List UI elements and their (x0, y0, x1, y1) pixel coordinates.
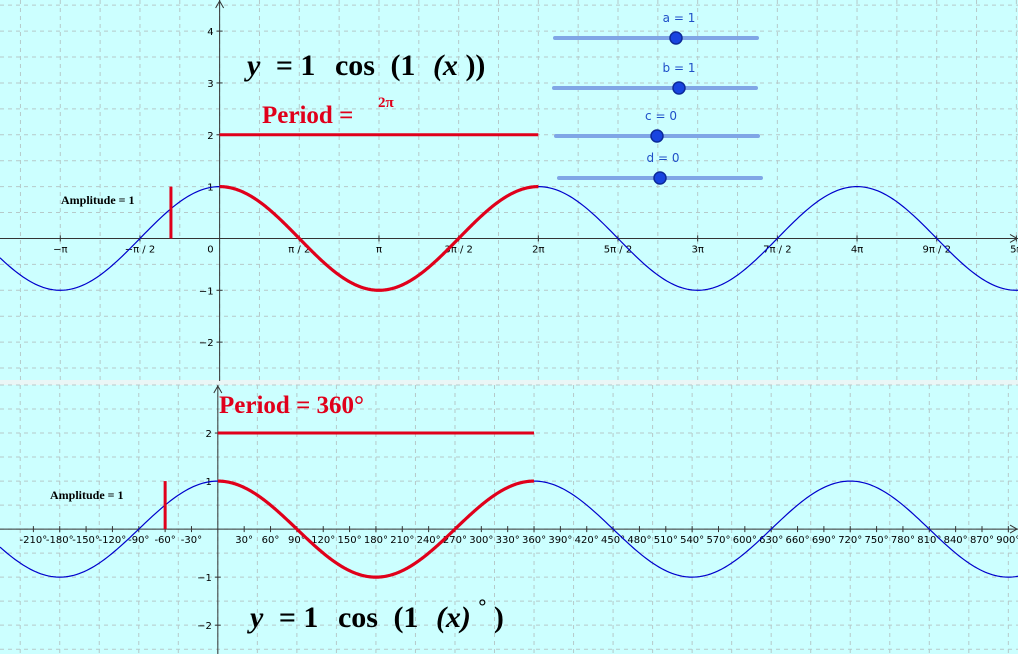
bottom-x-tick-label: -180° (46, 535, 74, 546)
bottom-x-tick-label: 300° (469, 535, 493, 546)
top-y-tick-label: 4 (207, 27, 213, 38)
top-x-tick-label: −π / 2 (125, 244, 156, 255)
bottom-x-tick-label: 390° (548, 535, 572, 546)
bottom-x-tick-label: 60° (262, 535, 280, 546)
bottom-amplitude-label: Amplitude = 1 (50, 488, 124, 502)
bottom-x-tick-label: 570° (706, 535, 730, 546)
bottom-curves (0, 431, 1018, 579)
top-y-tick-label: 1 (207, 183, 213, 194)
bottom-period-label: Period = 360° (219, 392, 364, 419)
bottom-y-tick-label: 2 (205, 429, 211, 440)
top-y-tick-label: −1 (199, 286, 214, 297)
top-x-tick-label: π / 2 (288, 244, 310, 255)
bottom-x-tick-label: 330° (496, 535, 520, 546)
slider-a[interactable]: a = 1 (553, 11, 759, 45)
bottom-x-tick-label: 630° (759, 535, 783, 546)
top-amplitude-label: Amplitude = 1 (61, 193, 135, 207)
bottom-x-tick-label: 450° (601, 535, 625, 546)
bottom-x-tick-label: -120° (99, 535, 127, 546)
bottom-x-tick-label: 210° (390, 535, 414, 546)
top-y-tick-label: 3 (207, 79, 213, 90)
bottom-equation: y = 1 cos (1 (x) ° ) (247, 587, 504, 634)
bottom-x-tick-label: 240° (417, 535, 441, 546)
bottom-x-tick-label: -210° (20, 535, 48, 546)
bottom-x-tick-label: 120° (311, 535, 335, 546)
top-equation: y = 1 cos (1 (x )) (244, 49, 485, 82)
bottom-x-tick-label: 600° (733, 535, 757, 546)
bottom-x-tick-label: -90° (128, 535, 149, 546)
bottom-x-tick-label: 180° (364, 535, 388, 546)
bottom-x-tick-label: 870° (970, 535, 994, 546)
bottom-x-tick-label: 900° (996, 535, 1018, 546)
bottom-x-tick-label: 750° (865, 535, 889, 546)
top-x-tick-label: 4π (851, 244, 863, 255)
slider-c-knob[interactable] (650, 129, 664, 143)
slider-d[interactable]: d = 0 (557, 151, 763, 185)
top-x-tick-label: 9π / 2 (922, 244, 950, 255)
slider-c[interactable]: c = 0 (554, 109, 760, 143)
top-y-tick-label: −2 (199, 338, 214, 349)
top-x-tick-label: 2π (532, 244, 544, 255)
bottom-y-tick-label: −1 (197, 573, 212, 584)
top-origin-label: 0 (207, 244, 213, 255)
bottom-x-tick-label: 30° (235, 535, 253, 546)
top-period-label: Period = (262, 102, 353, 129)
bottom-x-tick-label: 810° (917, 535, 941, 546)
panel-divider (0, 380, 1018, 385)
bottom-y-arrow (213, 384, 223, 394)
top-x-tick-label: −π (53, 244, 67, 255)
slider-a-label: a = 1 (663, 11, 696, 25)
bottom-x-tick-label: 90° (288, 535, 306, 546)
bottom-x-tick-label: 270° (443, 535, 467, 546)
top-y-tick-label: 2 (207, 131, 213, 142)
bottom-x-tick-label: 510° (654, 535, 678, 546)
top-x-tick-label: π (376, 244, 382, 255)
top-x-tick-label: 3π (691, 244, 703, 255)
slider-b-label: b = 1 (663, 61, 696, 75)
bottom-x-arrow (1009, 524, 1018, 534)
top-period-curve (219, 185, 539, 292)
top-x-arrow (1009, 234, 1018, 243)
bottom-period-curve (217, 479, 535, 579)
top-grid (0, 0, 1018, 381)
bottom-x-tick-label: 360° (522, 535, 546, 546)
top-curves (0, 133, 1018, 292)
top-period-value: 2π (378, 95, 395, 111)
bottom-x-tick-label: 540° (680, 535, 704, 546)
top-x-tick-label: 3π / 2 (444, 244, 472, 255)
bottom-x-tick-label: 780° (891, 535, 915, 546)
bottom-grid (0, 384, 1018, 654)
bottom-x-tick-label: 840° (944, 535, 968, 546)
slider-b[interactable]: b = 1 (552, 61, 758, 95)
top-axes: −π −π / 2 π / 2 π 3π / 2 2π 5π / 2 3π 7π / 2 4π 9π… (0, 0, 1018, 381)
top-x-tick-label: 7π / 2 (763, 244, 791, 255)
bottom-x-tick-label: 480° (627, 535, 651, 546)
top-x-tick-label: 5π (1010, 244, 1018, 255)
top-y-arrow (215, 0, 225, 9)
top-x-tick-label: 5π / 2 (604, 244, 632, 255)
slider-d-label: d = 0 (647, 151, 680, 165)
bottom-x-tick-label: 660° (785, 535, 809, 546)
bottom-axes: -210°-180°-150°-120° -90° -60° -30° 30° 60° 90… (0, 384, 1018, 654)
bottom-x-tick-label: -30° (181, 535, 202, 546)
slider-d-knob[interactable] (653, 171, 667, 185)
slider-c-label: c = 0 (645, 109, 677, 123)
bottom-y-tick-label: −2 (197, 621, 212, 632)
bottom-x-tick-label: 690° (812, 535, 836, 546)
bottom-x-tick-label: 150° (338, 535, 362, 546)
slider-b-knob[interactable] (672, 81, 686, 95)
slider-a-knob[interactable] (669, 31, 683, 45)
bottom-y-tick-label: 1 (205, 477, 211, 488)
bottom-x-tick-label: 420° (575, 535, 599, 546)
bottom-x-tick-label: 720° (838, 535, 862, 546)
bottom-panel-bg (0, 385, 1018, 654)
bottom-x-tick-label: -60° (154, 535, 175, 546)
bottom-x-tick-label: -150° (72, 535, 100, 546)
